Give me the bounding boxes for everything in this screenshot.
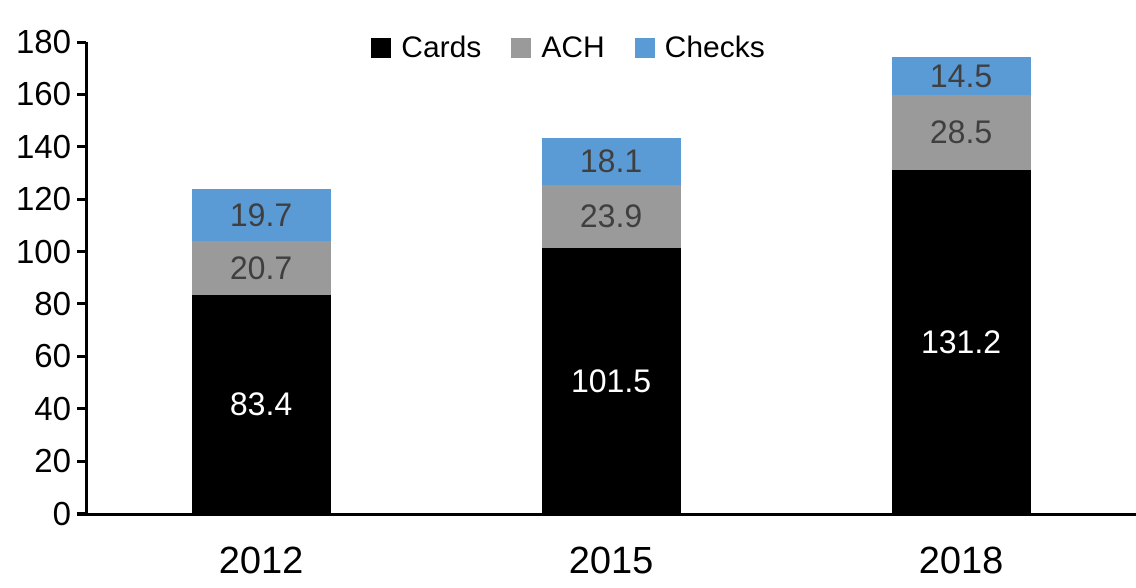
y-tick-label: 100 (15, 232, 71, 270)
x-tick-label-2015: 2015 (568, 540, 654, 582)
y-tick-label: 160 (15, 75, 71, 113)
bar-segment-checks-2018: 14.5 (891, 57, 1031, 96)
bar-value-label: 83.4 (229, 386, 293, 423)
bar-segment-checks-2015: 18.1 (541, 137, 681, 186)
y-tick-label: 180 (15, 23, 71, 60)
y-tick-mark (77, 197, 86, 201)
y-tick-mark (77, 302, 86, 306)
y-tick-label: 80 (34, 284, 71, 322)
y-tick-mark (77, 250, 86, 254)
bar-value-label: 28.5 (929, 114, 993, 151)
y-tick-label: 40 (34, 389, 71, 427)
legend-item-cards: Cards (371, 33, 481, 63)
y-tick-label: 120 (15, 180, 71, 218)
legend-swatch-checks (634, 38, 655, 58)
bar-value-label: 131.2 (920, 323, 1002, 360)
x-tick-label-2018: 2018 (918, 540, 1004, 582)
bar-value-label: 101.5 (570, 362, 652, 399)
bar-segment-ach-2012: 20.7 (191, 240, 331, 296)
legend-item-checks: Checks (634, 31, 765, 64)
y-tick-mark (77, 92, 86, 96)
bar-segment-ach-2018: 28.5 (891, 95, 1031, 170)
x-tick-label-2012: 2012 (218, 540, 304, 582)
y-tick-label: 140 (15, 127, 71, 165)
y-tick-mark (77, 145, 86, 149)
legend-label-cards: Cards (401, 31, 482, 64)
bar-value-label: 20.7 (229, 249, 293, 286)
y-tick-label: 0 (52, 494, 71, 532)
y-tick-label: 60 (34, 337, 71, 375)
y-tick-mark (77, 459, 86, 463)
y-tick-mark (77, 512, 86, 515)
y-tick-mark (77, 354, 86, 358)
bar-value-label: 23.9 (579, 198, 643, 235)
bar-segment-ach-2015: 23.9 (541, 185, 681, 248)
bar-segment-cards-2015: 101.5 (541, 247, 681, 514)
legend-label-ach: ACH (541, 31, 605, 64)
y-tick-mark (77, 407, 86, 411)
bar-value-label: 19.7 (229, 197, 293, 233)
bar-segment-cards-2012: 83.4 (191, 295, 331, 514)
bar-segment-cards-2018: 131.2 (891, 169, 1031, 514)
legend-item-ach: ACH (511, 31, 605, 64)
bar-value-label: 18.1 (579, 143, 643, 180)
bar-value-label: 14.5 (929, 58, 993, 95)
legend-swatch-cards (371, 38, 392, 58)
y-tick-mark (77, 40, 86, 44)
chart-legend: Cards ACH Checks (0, 28, 1136, 68)
y-axis (85, 42, 88, 516)
bar-segment-checks-2012: 19.7 (191, 189, 331, 241)
legend-label-checks: Checks (664, 31, 765, 64)
y-tick-label: 20 (34, 442, 71, 480)
legend-swatch-ach (511, 38, 532, 58)
x-axis (77, 513, 1136, 516)
